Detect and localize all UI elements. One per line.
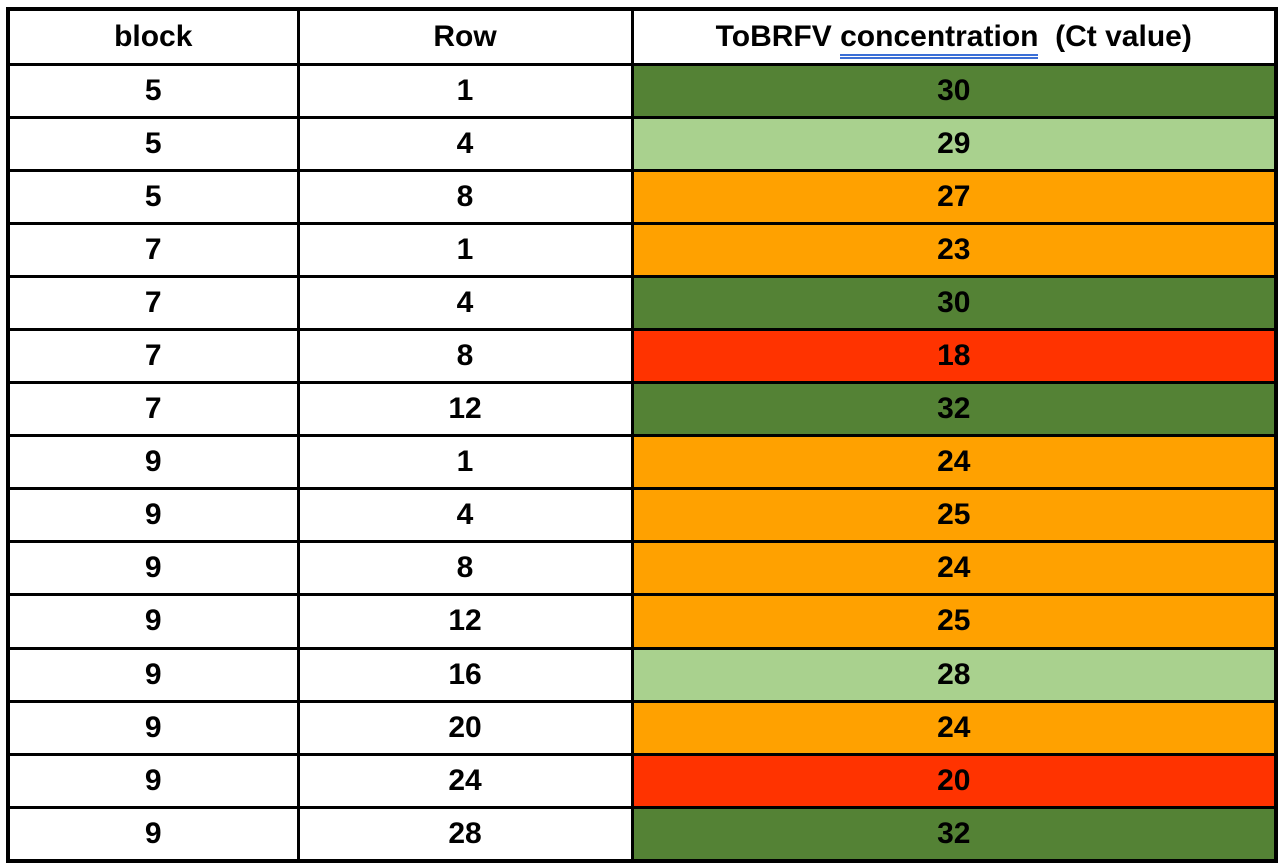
- cell-row: 1: [296, 222, 634, 279]
- table-row: 5 4 29: [6, 116, 1278, 173]
- cell-ct-value: 20: [630, 752, 1278, 809]
- cell-ct-value: 25: [630, 593, 1278, 650]
- cell-ct-value: 24: [630, 540, 1278, 597]
- cell-row: 12: [296, 381, 634, 438]
- header-ct-underlined-word: concentration: [840, 20, 1039, 59]
- cell-block: 9: [6, 752, 300, 809]
- cell-ct-value: 29: [630, 116, 1278, 173]
- cell-row: 1: [296, 434, 634, 491]
- header-ct-suffix: (Ct value): [1038, 20, 1192, 53]
- cell-ct-value: 32: [630, 805, 1278, 863]
- cell-block: 9: [6, 646, 300, 703]
- table-row: 9 4 25: [6, 487, 1278, 544]
- cell-ct-value: 23: [630, 222, 1278, 279]
- cell-block: 7: [6, 222, 300, 279]
- cell-row: 4: [296, 116, 634, 173]
- table-row: 9 1 24: [6, 434, 1278, 491]
- header-ct-prefix: ToBRFV: [715, 20, 841, 53]
- table-row: 9 16 28: [6, 646, 1278, 703]
- cell-row: 4: [296, 487, 634, 544]
- cell-row: 8: [296, 328, 634, 385]
- cell-row: 8: [296, 540, 634, 597]
- cell-ct-value: 28: [630, 646, 1278, 703]
- cell-ct-value: 25: [630, 487, 1278, 544]
- table-row: 5 8 27: [6, 169, 1278, 226]
- tobrfv-ct-table: block Row ToBRFV concentration (Ct value…: [6, 7, 1278, 863]
- cell-block: 9: [6, 434, 300, 491]
- cell-block: 9: [6, 487, 300, 544]
- table-row: 9 12 25: [6, 593, 1278, 650]
- table-row: 7 1 23: [6, 222, 1278, 279]
- table-row: 9 8 24: [6, 540, 1278, 597]
- table-row: 7 4 30: [6, 275, 1278, 332]
- cell-row: 12: [296, 593, 634, 650]
- cell-row: 1: [296, 62, 634, 120]
- cell-ct-value: 24: [630, 434, 1278, 491]
- table-row: 9 24 20: [6, 752, 1278, 809]
- table-row: 5 1 30: [6, 62, 1278, 120]
- header-row-col: Row: [296, 7, 634, 66]
- cell-block: 9: [6, 540, 300, 597]
- cell-row: 24: [296, 752, 634, 809]
- table-row: 7 12 32: [6, 381, 1278, 438]
- cell-ct-value: 30: [630, 275, 1278, 332]
- cell-block: 5: [6, 62, 300, 120]
- table-body: 5 1 30 5 4 29 5 8 27 7 1 23 7 4 30 7 8 1…: [6, 62, 1278, 863]
- cell-ct-value: 27: [630, 169, 1278, 226]
- header-row: block Row ToBRFV concentration (Ct value…: [6, 7, 1278, 66]
- cell-block: 9: [6, 593, 300, 650]
- cell-ct-value: 30: [630, 62, 1278, 120]
- cell-block: 7: [6, 275, 300, 332]
- ct-table-container: block Row ToBRFV concentration (Ct value…: [6, 7, 1278, 863]
- cell-block: 7: [6, 381, 300, 438]
- cell-block: 5: [6, 116, 300, 173]
- table-row: 7 8 18: [6, 328, 1278, 385]
- cell-block: 7: [6, 328, 300, 385]
- cell-ct-value: 18: [630, 328, 1278, 385]
- cell-row: 20: [296, 699, 634, 756]
- header-block: block: [6, 7, 300, 66]
- cell-block: 5: [6, 169, 300, 226]
- cell-block: 9: [6, 699, 300, 756]
- cell-row: 28: [296, 805, 634, 863]
- cell-ct-value: 24: [630, 699, 1278, 756]
- cell-block: 9: [6, 805, 300, 863]
- cell-row: 4: [296, 275, 634, 332]
- cell-ct-value: 32: [630, 381, 1278, 438]
- cell-row: 16: [296, 646, 634, 703]
- table-row: 9 28 32: [6, 805, 1278, 863]
- cell-row: 8: [296, 169, 634, 226]
- table-row: 9 20 24: [6, 699, 1278, 756]
- header-ct-value: ToBRFV concentration (Ct value): [630, 7, 1278, 66]
